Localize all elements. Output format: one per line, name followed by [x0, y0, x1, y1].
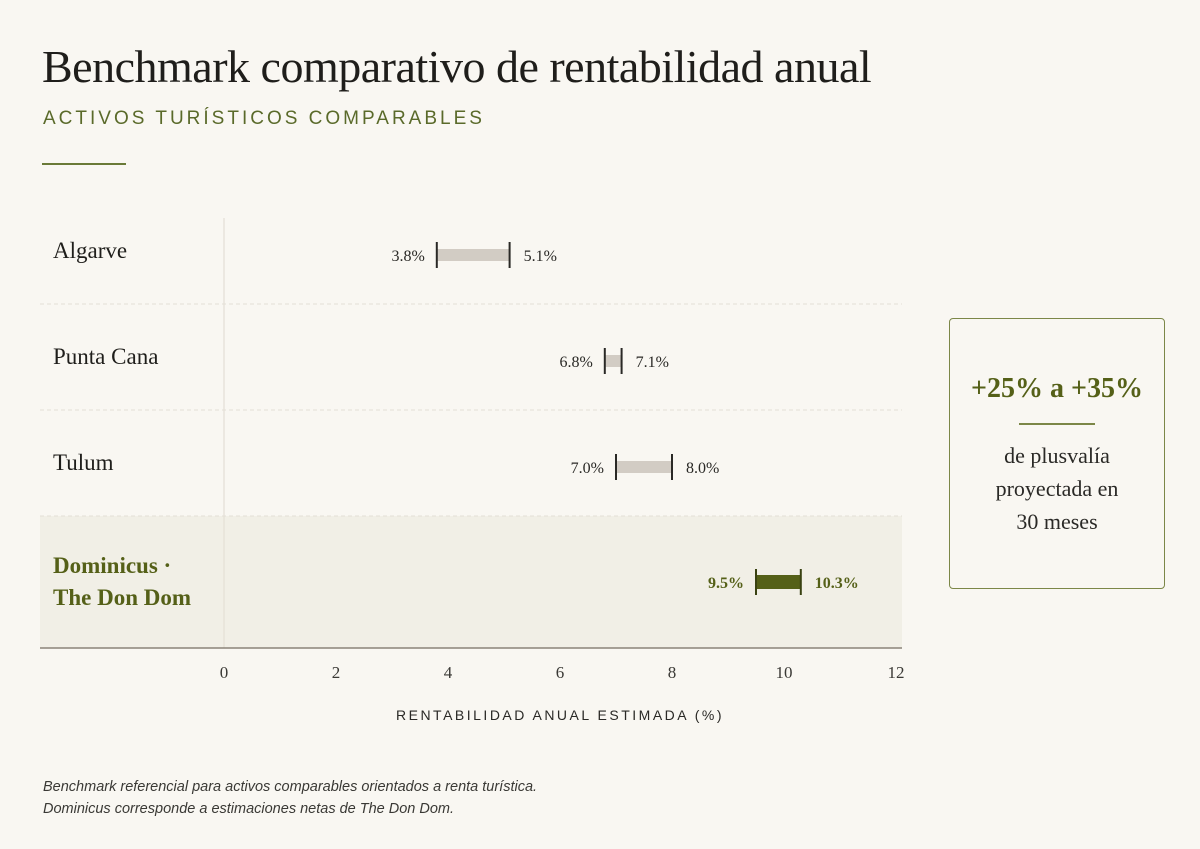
x-tick-label: 4: [444, 663, 453, 682]
category-label: The Don Dom: [53, 585, 191, 610]
range-high-label: 10.3%: [815, 575, 859, 592]
range-low-label: 9.5%: [708, 575, 744, 592]
x-tick-label: 6: [556, 663, 565, 682]
callout-box: +25% a +35% de plusvalía proyectada en 3…: [949, 318, 1165, 589]
category-label: Punta Cana: [53, 344, 158, 369]
range-high-label: 5.1%: [524, 248, 557, 265]
x-axis-title: RENTABILIDAD ANUAL ESTIMADA (%): [396, 707, 724, 723]
range-low-label: 7.0%: [571, 460, 604, 477]
callout-text-line: de plusvalía: [1004, 442, 1110, 468]
x-tick-label: 0: [220, 663, 229, 682]
callout-text: de plusvalía proyectada en 30 meses: [950, 439, 1164, 538]
range-high-label: 8.0%: [686, 460, 719, 477]
x-tick-label: 8: [668, 663, 677, 682]
category-label: Tulum: [53, 450, 114, 475]
range-low-label: 3.8%: [391, 248, 424, 265]
callout-divider: [1019, 423, 1095, 425]
x-tick-label: 2: [332, 663, 341, 682]
range-high-label: 7.1%: [636, 354, 669, 371]
callout-text-line: 30 meses: [1016, 508, 1098, 534]
range-bar: [756, 575, 801, 589]
callout-value: +25% a +35%: [971, 373, 1143, 404]
footnote-line: Dominicus corresponde a estimaciones net…: [43, 801, 455, 817]
footnote: Benchmark referencial para activos compa…: [43, 776, 537, 820]
page-subtitle: ACTIVOS TURÍSTICOS COMPARABLES: [43, 108, 485, 129]
x-tick-label: 12: [888, 663, 905, 682]
x-tick-label: 10: [776, 663, 793, 682]
range-bar: [436, 249, 510, 261]
callout-text-line: proyectada en: [995, 475, 1119, 501]
title-underline: [42, 163, 126, 165]
footnote-line: Benchmark referencial para activos compa…: [43, 779, 538, 795]
category-label: Algarve: [53, 238, 127, 263]
range-bar: [604, 355, 622, 367]
page-title: Benchmark comparativo de rentabilidad an…: [42, 41, 872, 92]
range-bar: [616, 461, 672, 473]
category-label: Dominicus ·: [53, 553, 171, 578]
range-low-label: 6.8%: [559, 354, 592, 371]
